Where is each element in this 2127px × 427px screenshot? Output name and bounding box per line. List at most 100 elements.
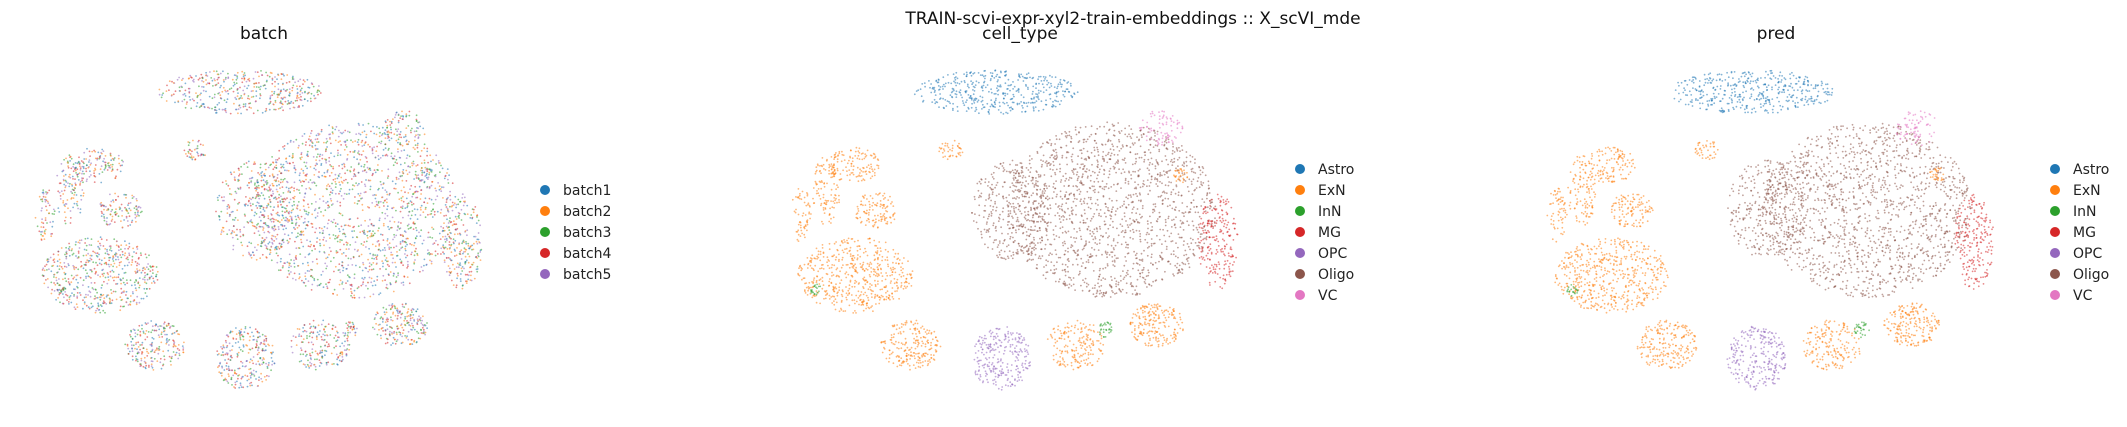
scatter-point (377, 188, 379, 191)
scatter-point (377, 158, 380, 161)
scatter-point (404, 335, 406, 337)
scatter-point (317, 353, 319, 356)
scatter-point (933, 98, 936, 101)
scatter-point (65, 250, 68, 253)
scatter-point (133, 207, 136, 210)
scatter-point (1020, 94, 1023, 96)
scatter-point (160, 96, 163, 99)
scatter-point (276, 211, 279, 214)
scatter-point (42, 191, 45, 194)
scatter-point (53, 273, 56, 276)
scatter-point (432, 208, 434, 211)
scatter-point (955, 96, 958, 98)
scatter-point (86, 237, 89, 240)
scatter-point (255, 339, 258, 341)
scatter-point (333, 363, 335, 365)
scatter-point (285, 227, 287, 230)
scatter-point (438, 185, 441, 188)
scatter-point (1049, 74, 1051, 77)
scatter-point (64, 179, 67, 182)
scatter-point (467, 278, 470, 281)
scatter-point (381, 170, 383, 172)
scatter-point (393, 236, 396, 239)
scatter-point (419, 214, 422, 217)
scatter-point (352, 323, 355, 326)
scatter-point (368, 262, 371, 264)
scatter-point (402, 169, 405, 171)
scatter-point (1004, 94, 1007, 97)
scatter-point (336, 330, 338, 333)
scatter-point (42, 275, 45, 277)
scatter-point (477, 255, 480, 258)
scatter-point (134, 287, 137, 290)
scatter-point (60, 190, 63, 193)
scatter-point (336, 339, 339, 342)
scatter-point (344, 144, 347, 146)
scatter-point (395, 209, 397, 212)
scatter-point (233, 171, 236, 174)
scatter-point (411, 316, 414, 319)
scatter-point (291, 76, 294, 79)
scatter-point (77, 241, 80, 244)
scatter-point (273, 166, 276, 169)
scatter-point (1122, 145, 1124, 148)
scatter-point (242, 338, 245, 341)
scatter-point (471, 244, 474, 247)
scatter-point (231, 330, 234, 333)
scatter-point (1031, 93, 1034, 95)
scatter-point (259, 163, 262, 166)
scatter-point (177, 344, 180, 346)
scatter-point (227, 204, 230, 206)
scatter-point (178, 76, 181, 79)
scatter-point (229, 349, 232, 352)
scatter-point (63, 262, 66, 264)
scatter-point (339, 204, 342, 207)
scatter-point (395, 340, 398, 343)
scatter-point (135, 220, 137, 223)
scatter-point (252, 369, 255, 372)
scatter-point (402, 284, 405, 286)
scatter-point (190, 76, 192, 78)
scatter-point (74, 178, 76, 181)
scatter-point (385, 308, 388, 311)
scatter-point (242, 75, 245, 78)
legend-marker (540, 206, 550, 216)
scatter-point (990, 91, 993, 94)
scatter-point (150, 320, 153, 322)
scatter-point (185, 103, 188, 105)
scatter-point (222, 86, 225, 89)
scatter-point (108, 265, 111, 268)
scatter-point (182, 347, 185, 349)
scatter-point (420, 332, 423, 334)
scatter-point (378, 127, 381, 130)
scatter-point (339, 352, 342, 355)
scatter-point (385, 268, 387, 271)
scatter-point (275, 252, 278, 255)
scatter-point (1042, 86, 1045, 89)
scatter-point (1121, 225, 1124, 228)
scatter-point (259, 205, 262, 208)
scatter-point (353, 230, 356, 232)
scatter-point (62, 278, 64, 281)
scatter-point (981, 96, 984, 99)
scatter-point (68, 303, 70, 305)
scatter-point (121, 215, 123, 217)
scatter-point (308, 135, 311, 138)
scatter-point (225, 183, 228, 185)
scatter-point (216, 353, 219, 356)
scatter-point (1089, 253, 1092, 256)
scatter-point (112, 265, 114, 268)
scatter-point (1108, 235, 1110, 238)
scatter-point (58, 258, 61, 261)
scatter-point (102, 294, 105, 296)
scatter-point (93, 149, 95, 152)
scatter-point (375, 263, 378, 265)
scatter-point (298, 96, 300, 99)
scatter-point (221, 181, 224, 184)
scatter-point (314, 216, 317, 219)
scatter-point (974, 84, 977, 86)
scatter-point (266, 367, 269, 369)
scatter-point (381, 260, 384, 262)
scatter-point (396, 130, 399, 133)
scatter-point (385, 286, 388, 289)
